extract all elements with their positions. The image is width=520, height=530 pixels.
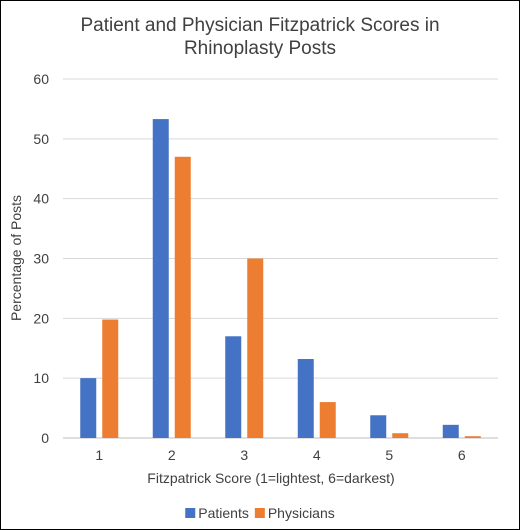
y-axis-label: Percentage of Posts xyxy=(8,195,24,321)
y-tick-label: 10 xyxy=(33,370,49,386)
legend-swatch xyxy=(185,508,196,518)
bars xyxy=(80,119,481,439)
gridlines xyxy=(63,78,498,439)
bar-physicians-2 xyxy=(174,156,191,439)
x-tick-label: 1 xyxy=(95,447,103,463)
bar-physicians-4 xyxy=(319,402,336,438)
bar-physicians-6 xyxy=(464,436,481,438)
x-tick-label: 4 xyxy=(313,447,321,463)
bar-physicians-1 xyxy=(102,319,119,438)
y-tick-label: 20 xyxy=(33,310,49,326)
bar-patients-2 xyxy=(152,119,169,439)
y-tick-label: 0 xyxy=(41,430,49,446)
bar-patients-6 xyxy=(442,424,459,438)
bar-physicians-5 xyxy=(392,433,409,438)
legend-item-patients: Patients xyxy=(185,505,249,521)
y-tick-label: 50 xyxy=(33,131,49,147)
x-axis-label: Fitzpatrick Score (1=lightest, 6=darkest… xyxy=(147,470,394,486)
bar-patients-5 xyxy=(370,415,387,438)
y-axis-ticks: 0 10 20 30 40 50 60 xyxy=(33,71,49,446)
y-tick-label: 40 xyxy=(33,191,49,207)
legend-item-physicians: Physicians xyxy=(254,505,335,521)
legend-label: Physicians xyxy=(268,505,335,521)
x-axis-ticks: 1 2 3 4 5 6 xyxy=(95,447,466,463)
y-tick-label: 30 xyxy=(33,251,49,267)
x-tick-label: 3 xyxy=(240,447,248,463)
legend-label: Patients xyxy=(198,505,249,521)
x-tick-label: 5 xyxy=(385,447,393,463)
legend-swatch xyxy=(254,508,265,518)
legend: Patients Physicians xyxy=(185,505,335,521)
y-tick-label: 60 xyxy=(33,71,49,87)
x-tick-label: 6 xyxy=(458,447,466,463)
bar-physicians-3 xyxy=(247,258,264,438)
bar-patients-4 xyxy=(297,359,314,438)
x-tick-label: 2 xyxy=(168,447,176,463)
chart-title-line2: Rhinoplasty Posts xyxy=(184,38,336,59)
chart-title-line1: Patient and Physician Fitzpatrick Scores… xyxy=(80,15,439,36)
bar-patients-3 xyxy=(225,336,242,438)
bar-patients-1 xyxy=(80,378,97,438)
